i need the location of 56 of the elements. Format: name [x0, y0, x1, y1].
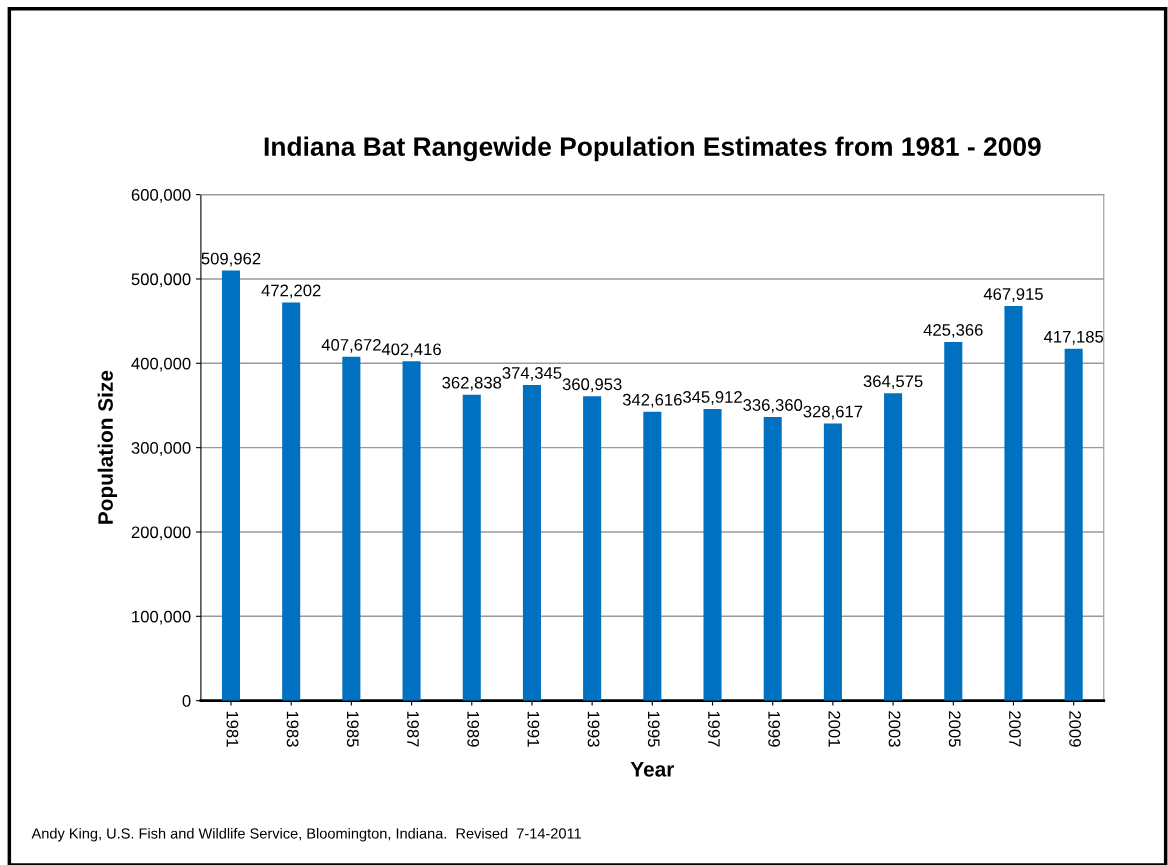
- bar: [282, 302, 301, 701]
- data-label: 364,575: [863, 375, 923, 390]
- bar: [703, 408, 722, 701]
- chart-title: Indiana Bat Rangewide Population Estimates from 1981 - 2009: [264, 136, 1041, 162]
- bar: [823, 423, 842, 701]
- x-tick-label: 1991: [527, 711, 540, 747]
- y-tick-label: 0: [182, 695, 191, 707]
- x-tick-label: 1995: [647, 711, 660, 747]
- bar: [583, 396, 602, 701]
- x-tick-label: 2003: [888, 711, 901, 747]
- x-tick-label: 1983: [286, 711, 299, 747]
- x-tick-label: 1981: [226, 711, 239, 747]
- x-tick-label: 2007: [1009, 711, 1021, 747]
- x-tick-label: 2005: [948, 711, 961, 747]
- bar: [342, 356, 361, 701]
- y-tick-label: 400,000: [131, 357, 191, 372]
- x-tick-label: 1993: [587, 711, 600, 747]
- text: Andy King, U.S. Fish and Wildlife Service, Bloomington, Indiana. Revised 7-14-2011: [31, 827, 581, 842]
- y-tick-label: 200,000: [131, 526, 191, 541]
- bar: [221, 270, 241, 701]
- bar: [1004, 306, 1023, 701]
- x-tick-label: 1987: [407, 711, 419, 747]
- y-axis-title: Population Size: [97, 370, 118, 524]
- y-tick-label: 300,000: [131, 442, 191, 456]
- data-label: 407,672: [321, 338, 381, 353]
- bar: [462, 394, 481, 701]
- data-label: 509,962: [201, 252, 261, 267]
- x-tick-label: 2001: [828, 711, 841, 747]
- bar: [944, 341, 963, 701]
- data-label: 402,416: [381, 343, 441, 358]
- data-label: 360,953: [562, 378, 622, 393]
- y-tick-label: 100,000: [132, 610, 191, 625]
- data-label: 362,838: [442, 376, 502, 391]
- x-axis-title: Year: [630, 762, 675, 777]
- x-tick-label: 1999: [768, 711, 781, 747]
- data-label: 467,915: [983, 288, 1043, 302]
- data-label: 328,617: [803, 405, 863, 420]
- bar: [522, 384, 541, 701]
- data-label: 425,366: [923, 324, 983, 338]
- x-tick-label: 1997: [708, 711, 720, 747]
- bar: [1064, 348, 1083, 701]
- bar: [643, 411, 662, 701]
- bar: [884, 393, 903, 701]
- data-label: 342,616: [622, 393, 682, 408]
- x-tick-label: 1989: [467, 711, 480, 747]
- x-tick-label: 1985: [346, 711, 359, 747]
- data-label: 345,912: [683, 391, 742, 405]
- y-tick-label: 600,000: [131, 189, 191, 203]
- data-label: 374,345: [502, 367, 562, 381]
- x-tick-label: 2009: [1069, 711, 1081, 747]
- y-tick-label: 500,000: [131, 273, 191, 288]
- bar: [402, 361, 421, 701]
- data-label: 417,185: [1043, 330, 1104, 345]
- data-label: 472,202: [261, 284, 321, 299]
- bar: [763, 416, 782, 701]
- data-label: 336,360: [743, 399, 803, 413]
